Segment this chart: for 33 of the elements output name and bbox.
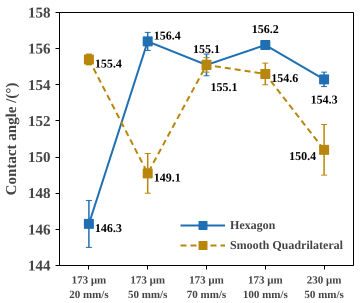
x-tick-label: 173 μm 100 mm/s <box>242 274 288 301</box>
data-label: 155.4 <box>94 56 122 70</box>
y-tick-label: 154 <box>28 78 51 94</box>
x-tick-label: 173 μm 20 mm/s <box>69 274 110 301</box>
point <box>319 144 330 155</box>
y-tick-label: 158 <box>28 6 50 22</box>
data-label: 146.3 <box>94 220 122 235</box>
point <box>260 40 270 50</box>
x-tick-label: 173 μm 70 mm/s <box>186 274 227 301</box>
legend-label: Smooth Quadrilateral <box>230 238 343 252</box>
data-label: 155.1 <box>193 42 220 56</box>
y-tick-label: 152 <box>28 114 50 130</box>
point <box>260 68 270 79</box>
data-label: 154.6 <box>271 70 298 85</box>
data-label: 155.1 <box>210 80 238 94</box>
point <box>142 36 153 46</box>
data-label: 154.3 <box>310 92 338 106</box>
x-tick-label: 173 μm 50 mm/s <box>128 274 168 301</box>
y-tick-label: 156 <box>28 42 51 58</box>
point <box>319 74 330 84</box>
data-label: 150.4 <box>289 148 316 163</box>
x-tick-label: 230 μm 50 mm/s <box>304 274 345 301</box>
legend-label: Hexagon <box>230 218 276 232</box>
point <box>142 168 153 178</box>
y-tick-label: 150 <box>28 150 50 166</box>
y-axis-title: Contact angle /(°) <box>4 82 20 196</box>
data-label: 149.1 <box>154 170 181 184</box>
point <box>84 218 94 229</box>
y-tick-label: 148 <box>28 186 50 202</box>
y-tick-label: 144 <box>28 258 51 274</box>
data-label: 156.4 <box>154 28 181 42</box>
data-label: 156.2 <box>252 22 279 36</box>
y-tick-label: 146 <box>28 222 51 238</box>
